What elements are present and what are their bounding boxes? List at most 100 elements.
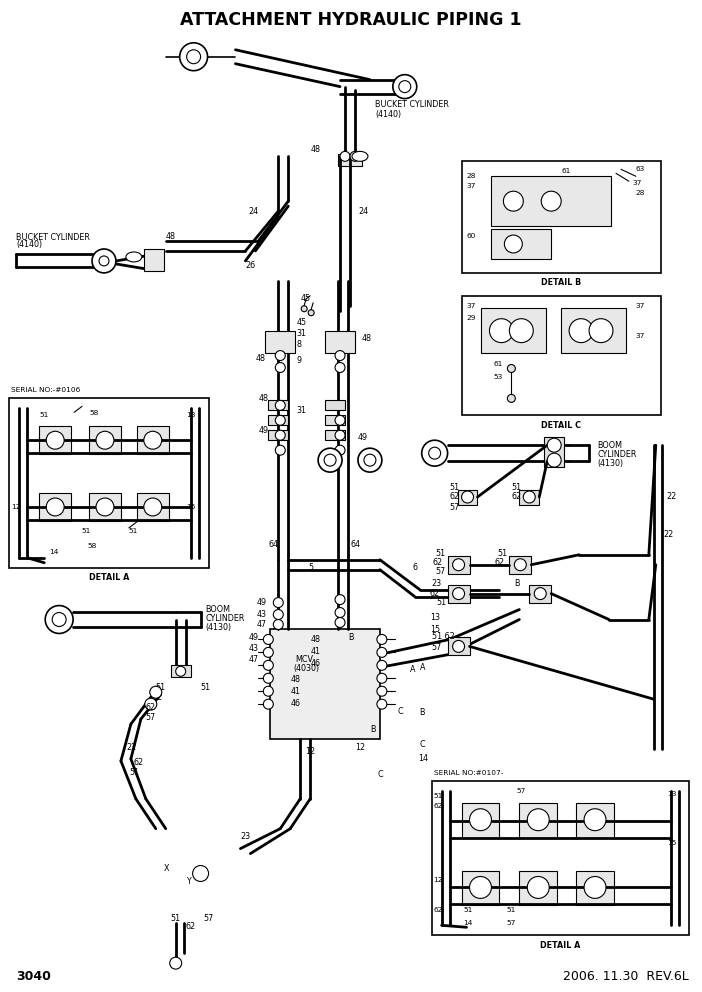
Bar xyxy=(448,584,470,602)
Bar xyxy=(137,427,168,454)
Text: BOOM: BOOM xyxy=(206,605,230,614)
Circle shape xyxy=(301,306,307,311)
Text: 12: 12 xyxy=(11,504,21,510)
Circle shape xyxy=(377,699,387,709)
Text: 14: 14 xyxy=(463,921,473,927)
Text: B: B xyxy=(515,579,520,588)
Text: C: C xyxy=(420,739,425,749)
Text: 24: 24 xyxy=(249,206,258,215)
Bar xyxy=(510,556,531,573)
Text: 48: 48 xyxy=(362,334,372,343)
Circle shape xyxy=(470,808,491,830)
Text: CYLINDER: CYLINDER xyxy=(597,449,637,458)
Circle shape xyxy=(275,445,285,455)
Text: (4030): (4030) xyxy=(293,664,319,673)
Circle shape xyxy=(45,605,73,634)
Text: SERIAL NO:#0107-: SERIAL NO:#0107- xyxy=(434,770,503,776)
Circle shape xyxy=(92,249,116,273)
Bar xyxy=(461,871,499,906)
Bar xyxy=(268,401,289,411)
Text: 64: 64 xyxy=(350,541,360,550)
Text: 22: 22 xyxy=(664,531,674,540)
Text: 49: 49 xyxy=(358,433,368,441)
Text: 49: 49 xyxy=(258,426,268,434)
Text: MCV: MCV xyxy=(296,655,313,664)
Circle shape xyxy=(187,50,201,63)
Text: 62: 62 xyxy=(430,589,440,598)
Bar xyxy=(268,416,289,426)
Text: 14: 14 xyxy=(418,755,428,764)
Circle shape xyxy=(534,587,546,599)
Text: A: A xyxy=(420,663,425,672)
Bar xyxy=(432,781,689,935)
Circle shape xyxy=(335,607,345,617)
Circle shape xyxy=(461,491,474,503)
Text: 57: 57 xyxy=(517,788,526,794)
Bar xyxy=(448,638,470,656)
Bar xyxy=(576,803,614,837)
Circle shape xyxy=(584,877,606,899)
Circle shape xyxy=(569,318,593,342)
Circle shape xyxy=(429,447,441,459)
Text: 23: 23 xyxy=(241,832,251,841)
Bar xyxy=(529,584,551,602)
Circle shape xyxy=(503,191,523,211)
Bar xyxy=(325,431,345,440)
Text: 51: 51 xyxy=(129,769,139,778)
Circle shape xyxy=(453,641,465,653)
Text: DETAIL A: DETAIL A xyxy=(540,940,581,949)
Text: 48: 48 xyxy=(256,354,265,363)
Ellipse shape xyxy=(126,252,142,262)
Text: 47: 47 xyxy=(249,655,258,664)
Text: 37: 37 xyxy=(467,303,476,309)
Text: (4140): (4140) xyxy=(16,240,42,250)
Circle shape xyxy=(393,74,417,98)
Bar xyxy=(458,490,477,505)
Text: 2006. 11.30  REV.6L: 2006. 11.30 REV.6L xyxy=(563,969,689,983)
Circle shape xyxy=(324,454,336,466)
Circle shape xyxy=(335,362,345,372)
Circle shape xyxy=(541,191,561,211)
Text: 51: 51 xyxy=(171,914,181,923)
Text: 51: 51 xyxy=(434,793,443,799)
Bar xyxy=(39,427,71,454)
Text: (4130): (4130) xyxy=(597,458,623,467)
Text: 14: 14 xyxy=(49,549,58,555)
Circle shape xyxy=(527,808,549,830)
Text: 51: 51 xyxy=(436,550,446,558)
Circle shape xyxy=(453,558,465,570)
Text: 51: 51 xyxy=(498,550,508,558)
Bar xyxy=(325,401,345,411)
Text: 49: 49 xyxy=(249,633,258,642)
Circle shape xyxy=(176,667,185,677)
Text: 58: 58 xyxy=(87,543,96,549)
Text: Y: Y xyxy=(185,877,190,886)
Text: 23: 23 xyxy=(432,579,442,588)
Text: 58: 58 xyxy=(89,411,98,417)
Bar xyxy=(576,871,614,906)
Circle shape xyxy=(275,431,285,440)
Bar xyxy=(137,493,168,521)
Text: 51: 51 xyxy=(39,413,48,419)
Bar xyxy=(325,330,355,352)
Text: 28: 28 xyxy=(636,190,645,196)
Text: SERIAL NO:-#0106: SERIAL NO:-#0106 xyxy=(11,388,81,394)
Text: X: X xyxy=(164,864,169,873)
Text: 62: 62 xyxy=(185,922,196,930)
Bar xyxy=(519,803,557,837)
Circle shape xyxy=(335,416,345,426)
Text: 29: 29 xyxy=(467,314,476,320)
Text: 51: 51 xyxy=(511,482,522,491)
Circle shape xyxy=(508,395,515,403)
Circle shape xyxy=(144,498,161,516)
Text: B: B xyxy=(420,707,425,716)
Bar xyxy=(171,666,191,678)
Text: (4140): (4140) xyxy=(375,110,401,119)
Text: 41: 41 xyxy=(310,647,320,656)
Text: C: C xyxy=(398,706,404,715)
Text: 43: 43 xyxy=(256,610,266,619)
Circle shape xyxy=(273,620,284,630)
Circle shape xyxy=(377,635,387,645)
Circle shape xyxy=(145,698,157,710)
Text: A: A xyxy=(410,665,416,674)
